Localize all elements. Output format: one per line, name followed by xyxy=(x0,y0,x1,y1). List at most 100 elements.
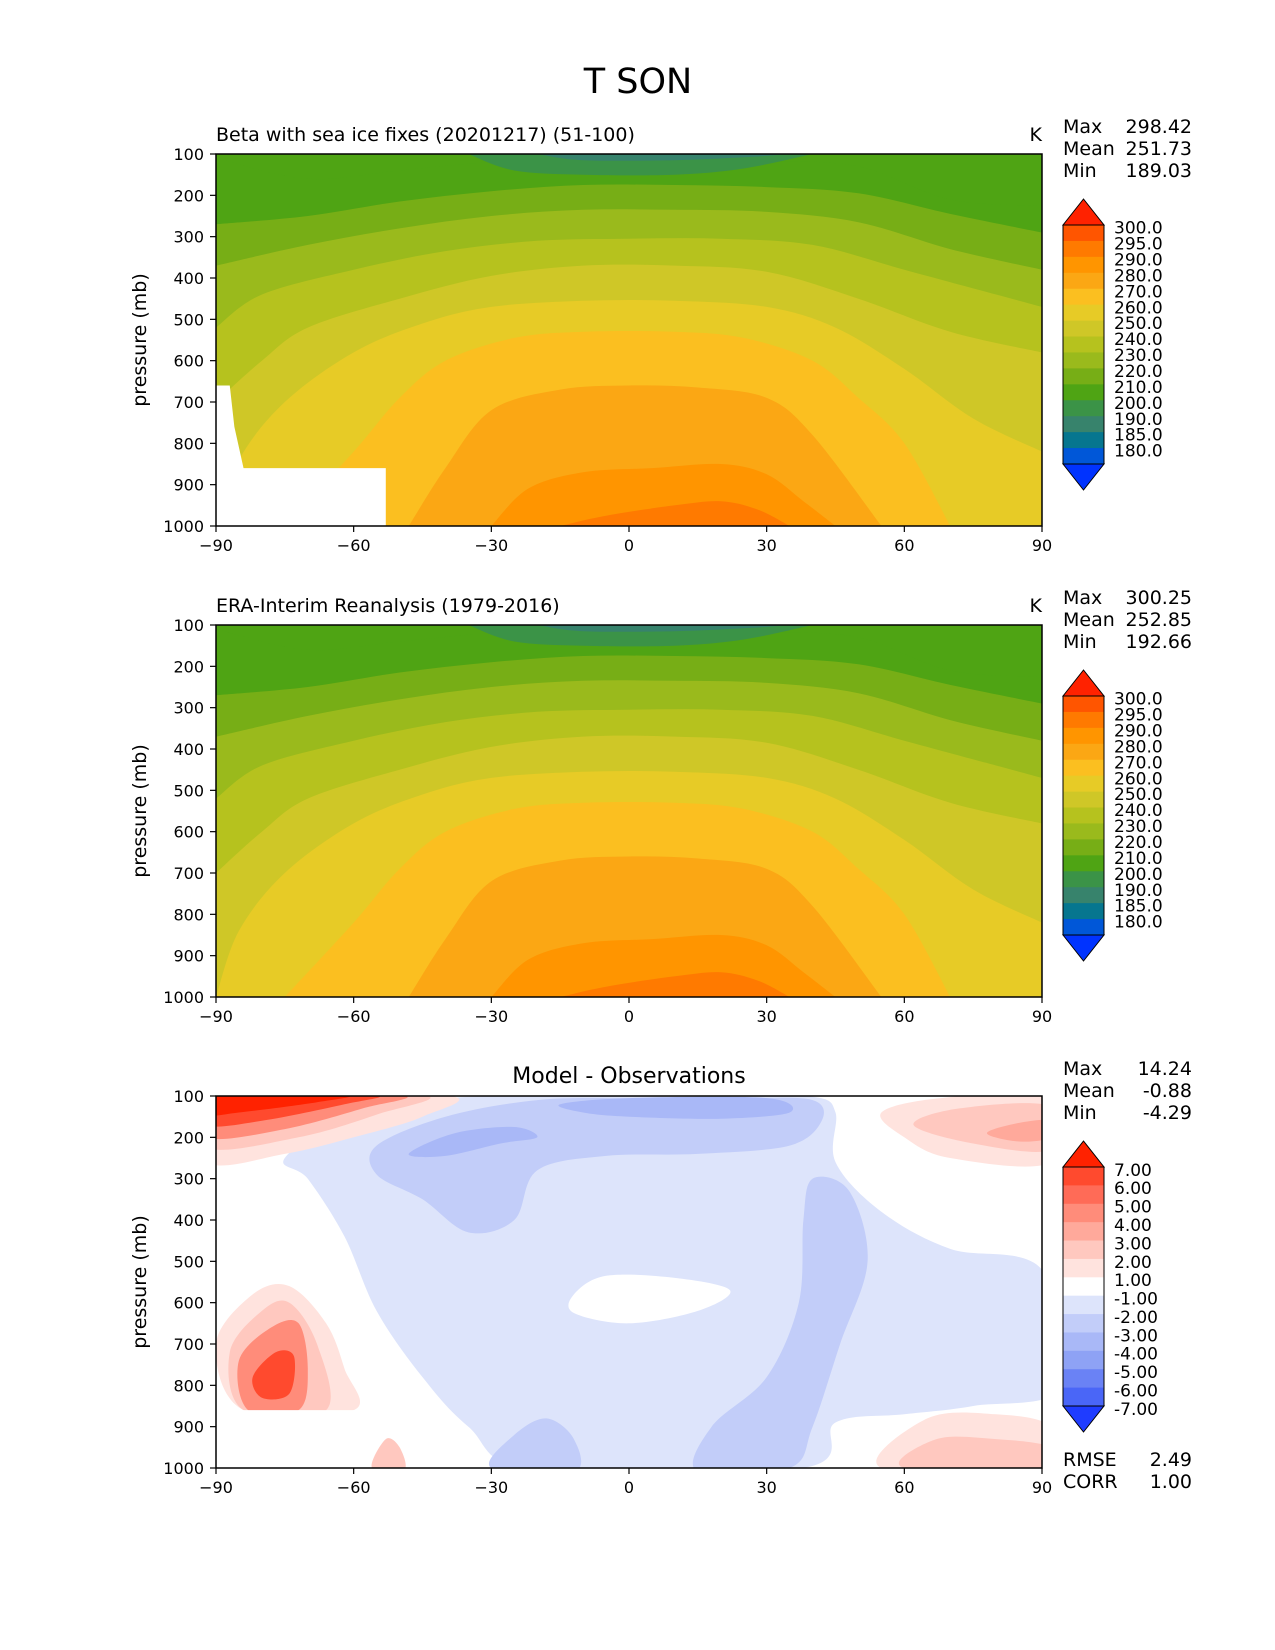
contour-band xyxy=(537,625,790,632)
colorbar-label: -3.00 xyxy=(1114,1326,1158,1346)
y-axis-label: pressure (mb) xyxy=(129,1215,151,1349)
colorbar-swatch xyxy=(1063,368,1104,385)
colorbar-swatch xyxy=(1063,416,1104,433)
x-tick-label: −30 xyxy=(474,1478,508,1497)
colorbar-swatch xyxy=(1063,384,1104,401)
colorbar-label: 3.00 xyxy=(1114,1234,1152,1254)
colorbar-label: 7.00 xyxy=(1114,1161,1152,1181)
colorbar-extend-bottom xyxy=(1061,463,1106,491)
stat-label: Max xyxy=(1063,116,1102,138)
stat-value: 14.24 xyxy=(1138,1058,1192,1080)
colorbar-swatch xyxy=(1063,320,1104,338)
colorbar-label: 290.0 xyxy=(1114,250,1163,270)
stat-value: -0.88 xyxy=(1143,1080,1192,1102)
colorbar-swatch xyxy=(1063,871,1104,888)
colorbar-swatch xyxy=(1063,1332,1104,1352)
panel-2-stats: Max 300.25 Mean 252.85 Min 192.66 xyxy=(1063,587,1192,653)
panel-1-units: K xyxy=(1030,124,1043,146)
colorbar-label: 5.00 xyxy=(1114,1198,1152,1218)
colorbar-label: 2.00 xyxy=(1114,1253,1152,1273)
contour-band xyxy=(560,501,790,526)
panel-3-title: Model - Observations xyxy=(512,1064,745,1089)
stat-label: Mean xyxy=(1063,1080,1115,1102)
x-tick-label: 90 xyxy=(1032,1007,1052,1026)
colorbar-swatch xyxy=(1063,432,1104,449)
colorbar-swatch xyxy=(1063,1295,1104,1315)
y-tick-label: 300 xyxy=(173,1170,204,1189)
y-tick-label: 900 xyxy=(173,947,204,966)
colorbar-swatch xyxy=(1063,1387,1104,1407)
stat-value: 1.00 xyxy=(1150,1471,1192,1493)
colorbar-extend-top xyxy=(1061,1140,1106,1168)
colorbar-label: -1.00 xyxy=(1114,1290,1158,1310)
colorbar-swatch xyxy=(1063,288,1104,306)
y-tick-label: 100 xyxy=(173,145,204,164)
y-tick-label: 400 xyxy=(173,269,204,288)
colorbar-swatch xyxy=(1063,759,1104,777)
contour-fill xyxy=(216,154,1042,526)
y-tick-label: 700 xyxy=(173,393,204,412)
y-axis-label: pressure (mb) xyxy=(129,744,151,878)
panel-3-colorbar: 7.006.005.004.003.002.001.00-1.00-2.00-3… xyxy=(1061,1140,1158,1433)
y-tick-label: 200 xyxy=(173,657,204,676)
colorbar-swatch xyxy=(1063,696,1104,713)
contour-band xyxy=(986,1119,1042,1142)
colorbar-frame xyxy=(1062,695,1105,936)
panel-3-axes: −90 −60 −30 0 30 60 90 100 200 300 400 500 600 700 800… xyxy=(129,1087,1052,1497)
colorbar-extend-bottom xyxy=(1061,934,1106,962)
colorbar-swatch xyxy=(1063,711,1104,729)
colorbar-label: 220.0 xyxy=(1114,362,1163,382)
colorbar-label: 4.00 xyxy=(1114,1216,1152,1236)
colorbar-label: 240.0 xyxy=(1114,801,1163,821)
colorbar-label: 250.0 xyxy=(1114,785,1163,805)
colorbar-swatch xyxy=(1063,336,1104,354)
missing-data-region xyxy=(216,1410,386,1468)
stat-label: Min xyxy=(1063,631,1097,653)
colorbar-label: 270.0 xyxy=(1114,282,1163,302)
panel-2-units: K xyxy=(1030,595,1043,617)
contour-band xyxy=(252,1350,296,1400)
x-tick-label: 0 xyxy=(624,1007,634,1026)
colorbar-label: 270.0 xyxy=(1114,753,1163,773)
colorbar-swatch xyxy=(1063,304,1104,322)
colorbar-extend-bottom xyxy=(1061,1405,1106,1433)
stat-label: Mean xyxy=(1063,138,1115,160)
panel-2-axes: −90 −60 −30 0 30 60 90 100 200 300 400 500 600 700 800… xyxy=(129,616,1052,1026)
stat-label: Mean xyxy=(1063,609,1115,631)
y-tick-label: 100 xyxy=(173,616,204,635)
colorbar-label: 230.0 xyxy=(1114,817,1163,837)
colorbar-label: -6.00 xyxy=(1114,1381,1158,1401)
x-tick-label: 60 xyxy=(894,1478,914,1497)
panel-2-title: ERA-Interim Reanalysis (1979-2016) xyxy=(216,595,560,617)
x-tick-label: 0 xyxy=(624,1478,634,1497)
colorbar-swatch xyxy=(1063,225,1104,242)
y-tick-label: 200 xyxy=(173,1128,204,1147)
y-tick-label: 100 xyxy=(173,1087,204,1106)
x-tick-label: −30 xyxy=(474,1007,508,1026)
colorbar-swatch xyxy=(1063,823,1104,840)
colorbar-swatch xyxy=(1063,855,1104,872)
colorbar-label: 300.0 xyxy=(1114,219,1163,239)
stat-value: 189.03 xyxy=(1126,160,1192,182)
colorbar-label: 260.0 xyxy=(1114,298,1163,318)
colorbar-label: -2.00 xyxy=(1114,1308,1158,1328)
colorbar-swatch xyxy=(1063,1222,1104,1242)
stat-label: Min xyxy=(1063,1102,1097,1124)
colorbar-label: 210.0 xyxy=(1114,378,1163,398)
contour-fill xyxy=(216,1096,1042,1468)
colorbar-label: 190.0 xyxy=(1114,410,1163,430)
y-tick-label: 900 xyxy=(173,476,204,495)
y-tick-label: 400 xyxy=(173,740,204,759)
colorbar-swatch xyxy=(1063,1369,1104,1389)
panel-2-colorbar: 300.0295.0290.0280.0270.0260.0250.0240.0… xyxy=(1061,669,1163,962)
colorbar-swatch xyxy=(1063,256,1104,274)
stat-value: 251.73 xyxy=(1126,138,1192,160)
colorbar-label: -4.00 xyxy=(1114,1345,1158,1365)
stat-value: -4.29 xyxy=(1143,1102,1192,1124)
colorbar-label: 295.0 xyxy=(1114,235,1163,255)
stat-value: 192.66 xyxy=(1126,631,1192,653)
colorbar-swatch xyxy=(1063,903,1104,920)
colorbar-swatch xyxy=(1063,1350,1104,1370)
panel-3-error-stats: RMSE 2.49 CORR 1.00 xyxy=(1063,1449,1192,1493)
colorbar-frame xyxy=(1062,1166,1105,1407)
